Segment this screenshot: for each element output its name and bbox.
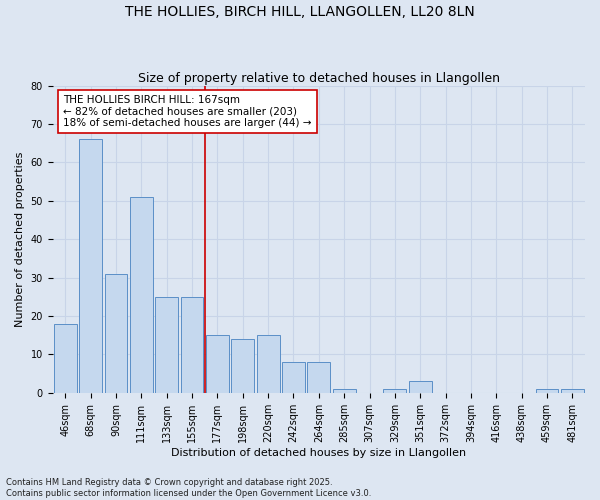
- Bar: [383, 389, 406, 393]
- Bar: [307, 362, 330, 393]
- Text: Contains HM Land Registry data © Crown copyright and database right 2025.
Contai: Contains HM Land Registry data © Crown c…: [6, 478, 371, 498]
- Bar: [54, 324, 77, 393]
- Bar: [232, 339, 254, 393]
- Bar: [130, 197, 153, 393]
- Bar: [561, 389, 584, 393]
- Bar: [206, 336, 229, 393]
- Bar: [155, 297, 178, 393]
- Text: THE HOLLIES BIRCH HILL: 167sqm
← 82% of detached houses are smaller (203)
18% of: THE HOLLIES BIRCH HILL: 167sqm ← 82% of …: [63, 95, 312, 128]
- Bar: [536, 389, 559, 393]
- Bar: [79, 140, 102, 393]
- Y-axis label: Number of detached properties: Number of detached properties: [15, 152, 25, 327]
- Bar: [333, 389, 356, 393]
- Title: Size of property relative to detached houses in Llangollen: Size of property relative to detached ho…: [138, 72, 500, 85]
- Bar: [257, 336, 280, 393]
- Bar: [104, 274, 127, 393]
- X-axis label: Distribution of detached houses by size in Llangollen: Distribution of detached houses by size …: [171, 448, 466, 458]
- Bar: [282, 362, 305, 393]
- Text: THE HOLLIES, BIRCH HILL, LLANGOLLEN, LL20 8LN: THE HOLLIES, BIRCH HILL, LLANGOLLEN, LL2…: [125, 5, 475, 19]
- Bar: [181, 297, 203, 393]
- Bar: [409, 382, 431, 393]
